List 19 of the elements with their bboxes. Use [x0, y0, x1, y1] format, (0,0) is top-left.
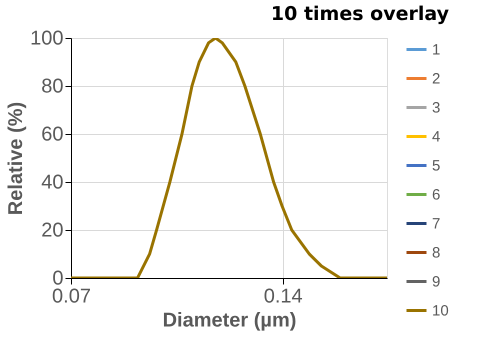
legend-label: 1: [432, 42, 440, 58]
y-axis-title: Relative (%): [5, 102, 28, 216]
legend-label: 3: [432, 100, 440, 116]
y-tick-label: 100: [30, 28, 64, 50]
legend-label: 4: [432, 128, 440, 146]
legend-label: 7: [432, 216, 440, 232]
legend-label: 10: [432, 302, 449, 320]
legend-label: 9: [432, 274, 440, 290]
y-tick-label: 20: [41, 220, 64, 242]
chart-title: 10 times overlay: [270, 3, 450, 25]
x-axis-title: Diameter (µm): [162, 310, 296, 332]
y-tick-label: 60: [41, 124, 64, 146]
legend-label: 2: [432, 70, 440, 88]
legend-label: 5: [432, 158, 440, 174]
y-tick-label: 80: [41, 76, 64, 98]
legend-label: 6: [432, 186, 440, 204]
y-tick-label: 40: [41, 172, 64, 194]
x-tick-label: 0.14: [264, 286, 303, 308]
legend-label: 8: [432, 244, 440, 262]
